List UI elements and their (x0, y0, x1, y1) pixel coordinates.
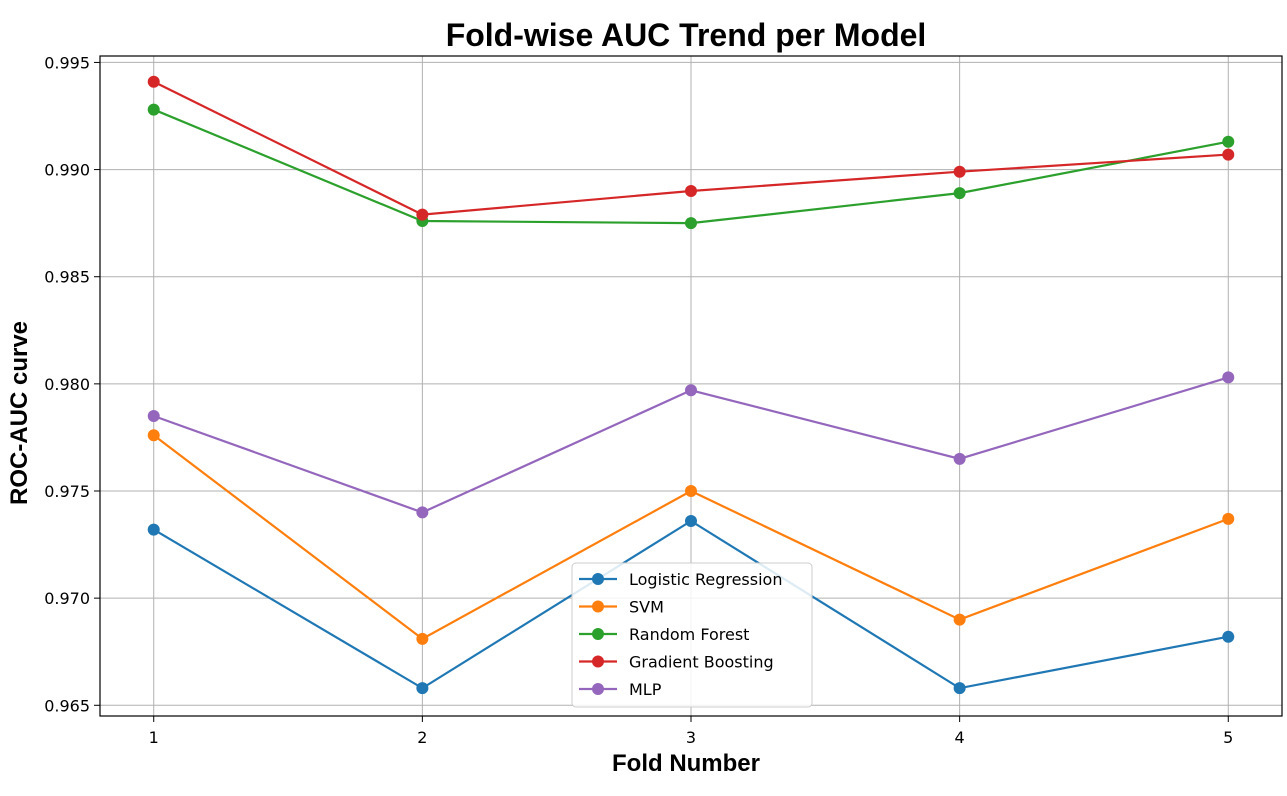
series-gradient-boosting (147, 75, 1235, 221)
y-tick-label: 0.975 (44, 482, 90, 501)
data-point (1222, 630, 1235, 643)
data-point (1222, 148, 1235, 161)
y-tick-label: 0.985 (44, 268, 90, 287)
data-point (147, 103, 160, 116)
y-tick-label: 0.965 (44, 696, 90, 715)
data-point (147, 429, 160, 442)
data-point (1222, 512, 1235, 525)
data-point (1222, 371, 1235, 384)
legend-marker (592, 573, 604, 585)
data-point (147, 75, 160, 88)
x-tick-label: 1 (149, 728, 159, 747)
legend-label: Logistic Regression (629, 570, 782, 589)
legend-item: Logistic Regression (579, 570, 782, 589)
legend-marker (592, 683, 604, 695)
series-random-forest (147, 103, 1235, 230)
x-axis-label: Fold Number (612, 750, 760, 777)
series-svm (147, 429, 1235, 645)
legend-item: Random Forest (579, 625, 749, 644)
data-point (685, 185, 697, 197)
y-axis: 0.965 0.970 0.975 0.980 0.985 0.990 0.995 (44, 53, 100, 715)
x-axis: 1 2 3 4 5 (149, 716, 1233, 747)
data-point (953, 613, 966, 626)
data-point (953, 165, 966, 178)
data-point (953, 682, 966, 695)
legend-item: Gradient Boosting (579, 653, 774, 672)
x-tick-label: 3 (686, 728, 696, 747)
legend-label: Random Forest (629, 625, 749, 644)
legend-marker (592, 600, 604, 613)
data-point (416, 208, 429, 221)
series-logistic-regression (147, 515, 1235, 695)
x-tick-label: 5 (1223, 728, 1233, 747)
series-layer (147, 75, 1235, 695)
data-point (685, 515, 697, 527)
legend: Logistic Regression SVM Random Forest Gradi… (571, 562, 813, 708)
y-tick-label: 0.980 (44, 375, 90, 394)
legend-label: SVM (629, 598, 664, 617)
x-tick-label: 2 (417, 728, 427, 747)
data-point (1222, 135, 1235, 148)
data-point (953, 187, 966, 200)
data-point (685, 485, 697, 497)
y-tick-label: 0.995 (44, 53, 90, 72)
data-point (685, 384, 697, 397)
data-point (685, 217, 697, 230)
data-point (147, 410, 160, 422)
data-point (416, 682, 429, 695)
y-tick-label: 0.990 (44, 161, 90, 180)
legend-marker (592, 628, 604, 640)
data-point (416, 506, 429, 519)
legend-box (571, 562, 813, 708)
data-point (416, 632, 429, 645)
legend-item: MLP (579, 680, 662, 699)
legend-marker (592, 655, 604, 668)
y-tick-label: 0.970 (44, 589, 90, 608)
data-point (953, 452, 966, 465)
chart-title: Fold-wise AUC Trend per Model (446, 17, 927, 53)
y-axis-label: ROC-AUC curve (6, 321, 33, 505)
data-point (147, 523, 160, 536)
legend-label: Gradient Boosting (629, 653, 774, 672)
series-mlp (147, 371, 1235, 519)
legend-label: MLP (629, 680, 662, 699)
legend-item: SVM (579, 598, 664, 617)
x-tick-label: 4 (955, 728, 965, 747)
